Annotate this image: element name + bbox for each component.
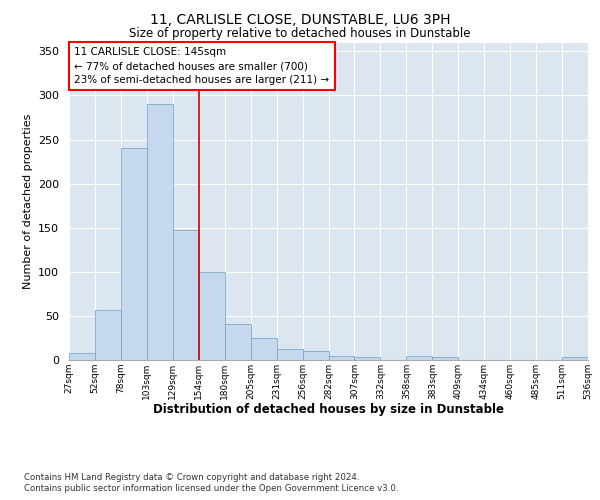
Bar <box>277 348 302 360</box>
Text: 11 CARLISLE CLOSE: 145sqm
← 77% of detached houses are smaller (700)
23% of semi: 11 CARLISLE CLOSE: 145sqm ← 77% of detac… <box>74 48 329 86</box>
Bar <box>121 148 147 360</box>
Bar <box>225 324 251 360</box>
Text: 11, CARLISLE CLOSE, DUNSTABLE, LU6 3PH: 11, CARLISLE CLOSE, DUNSTABLE, LU6 3PH <box>150 12 450 26</box>
Bar <box>69 353 95 360</box>
Bar <box>302 351 329 360</box>
Bar <box>329 356 355 360</box>
Bar <box>147 104 173 360</box>
Bar <box>95 310 121 360</box>
Text: Contains HM Land Registry data © Crown copyright and database right 2024.: Contains HM Land Registry data © Crown c… <box>24 472 359 482</box>
Text: Size of property relative to detached houses in Dunstable: Size of property relative to detached ho… <box>129 28 471 40</box>
Bar <box>562 358 588 360</box>
Bar <box>406 356 432 360</box>
Bar <box>173 230 199 360</box>
Y-axis label: Number of detached properties: Number of detached properties <box>23 114 32 289</box>
Text: Distribution of detached houses by size in Dunstable: Distribution of detached houses by size … <box>154 402 504 415</box>
Bar <box>251 338 277 360</box>
Bar <box>199 272 224 360</box>
Bar <box>433 358 458 360</box>
Text: Contains public sector information licensed under the Open Government Licence v3: Contains public sector information licen… <box>24 484 398 493</box>
Bar <box>355 358 380 360</box>
